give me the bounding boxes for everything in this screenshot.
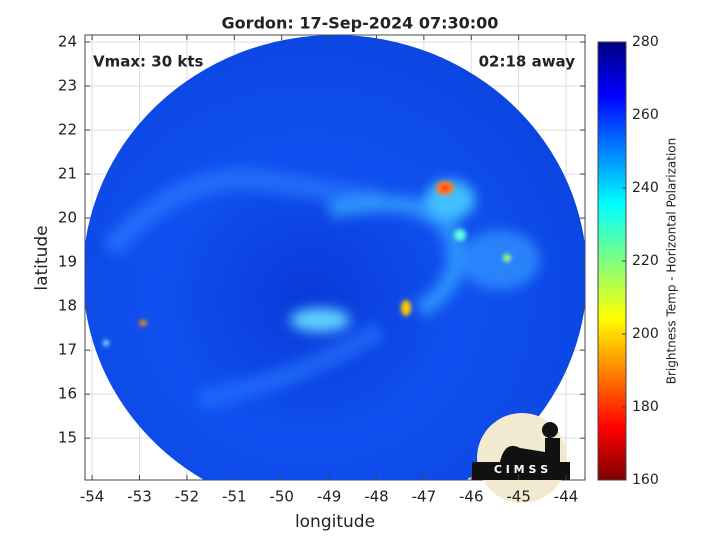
y-tick-label: 20 (58, 209, 77, 227)
y-tick-label: 16 (58, 385, 77, 403)
y-tick-label: 18 (58, 297, 77, 315)
x-tick-label: -52 (175, 488, 200, 506)
y-tick-label: 22 (58, 121, 77, 139)
y-axis-label: latitude (32, 225, 52, 290)
colorbar-label: Brightness Temp - Horizontal Polarizatio… (665, 138, 679, 385)
x-tick-label: -53 (127, 488, 152, 506)
y-tick-label: 21 (58, 165, 77, 183)
y-tick-label: 15 (58, 429, 77, 447)
x-tick-label: -49 (317, 488, 342, 506)
x-axis-label: longitude (295, 512, 375, 532)
y-tick-label: 24 (58, 33, 77, 51)
y-tick-label: 19 (58, 253, 77, 271)
y-tick-label: 17 (58, 341, 77, 359)
logo: C I M S S (472, 413, 570, 503)
colorbar-tick-label: 260 (632, 107, 659, 123)
colorbar-tick-label: 280 (632, 34, 659, 50)
colorbar-tick-label: 240 (632, 180, 659, 196)
colorbar-tick-label: 180 (632, 399, 659, 415)
y-tick-label: 23 (58, 77, 77, 95)
chart-title: Gordon: 17-Sep-2024 07:30:00 (222, 14, 499, 33)
x-tick-label: -47 (412, 488, 437, 506)
x-tick-label: -46 (459, 488, 484, 506)
logo-text: C I M S S (494, 463, 548, 476)
satellite-image (85, 35, 585, 480)
x-tick-label: -44 (554, 488, 579, 506)
colorbar (597, 41, 627, 481)
time-label: 02:18 away (479, 53, 576, 71)
vmax-label: Vmax: 30 kts (93, 53, 203, 71)
x-tick-label: -50 (269, 488, 294, 506)
x-tick-label: -54 (80, 488, 105, 506)
x-tick-label: -45 (506, 488, 531, 506)
colorbar-tick-label: 200 (632, 326, 659, 342)
colorbar-tick-label: 220 (632, 253, 659, 269)
x-tick-label: -48 (364, 488, 389, 506)
colorbar-tick-label: 160 (632, 472, 659, 488)
x-tick-label: -51 (222, 488, 247, 506)
ticks: -54 -53 -52 -51 -50 -49 -48 -47 -46 -45 -44 15 16 17 1… (58, 33, 659, 506)
